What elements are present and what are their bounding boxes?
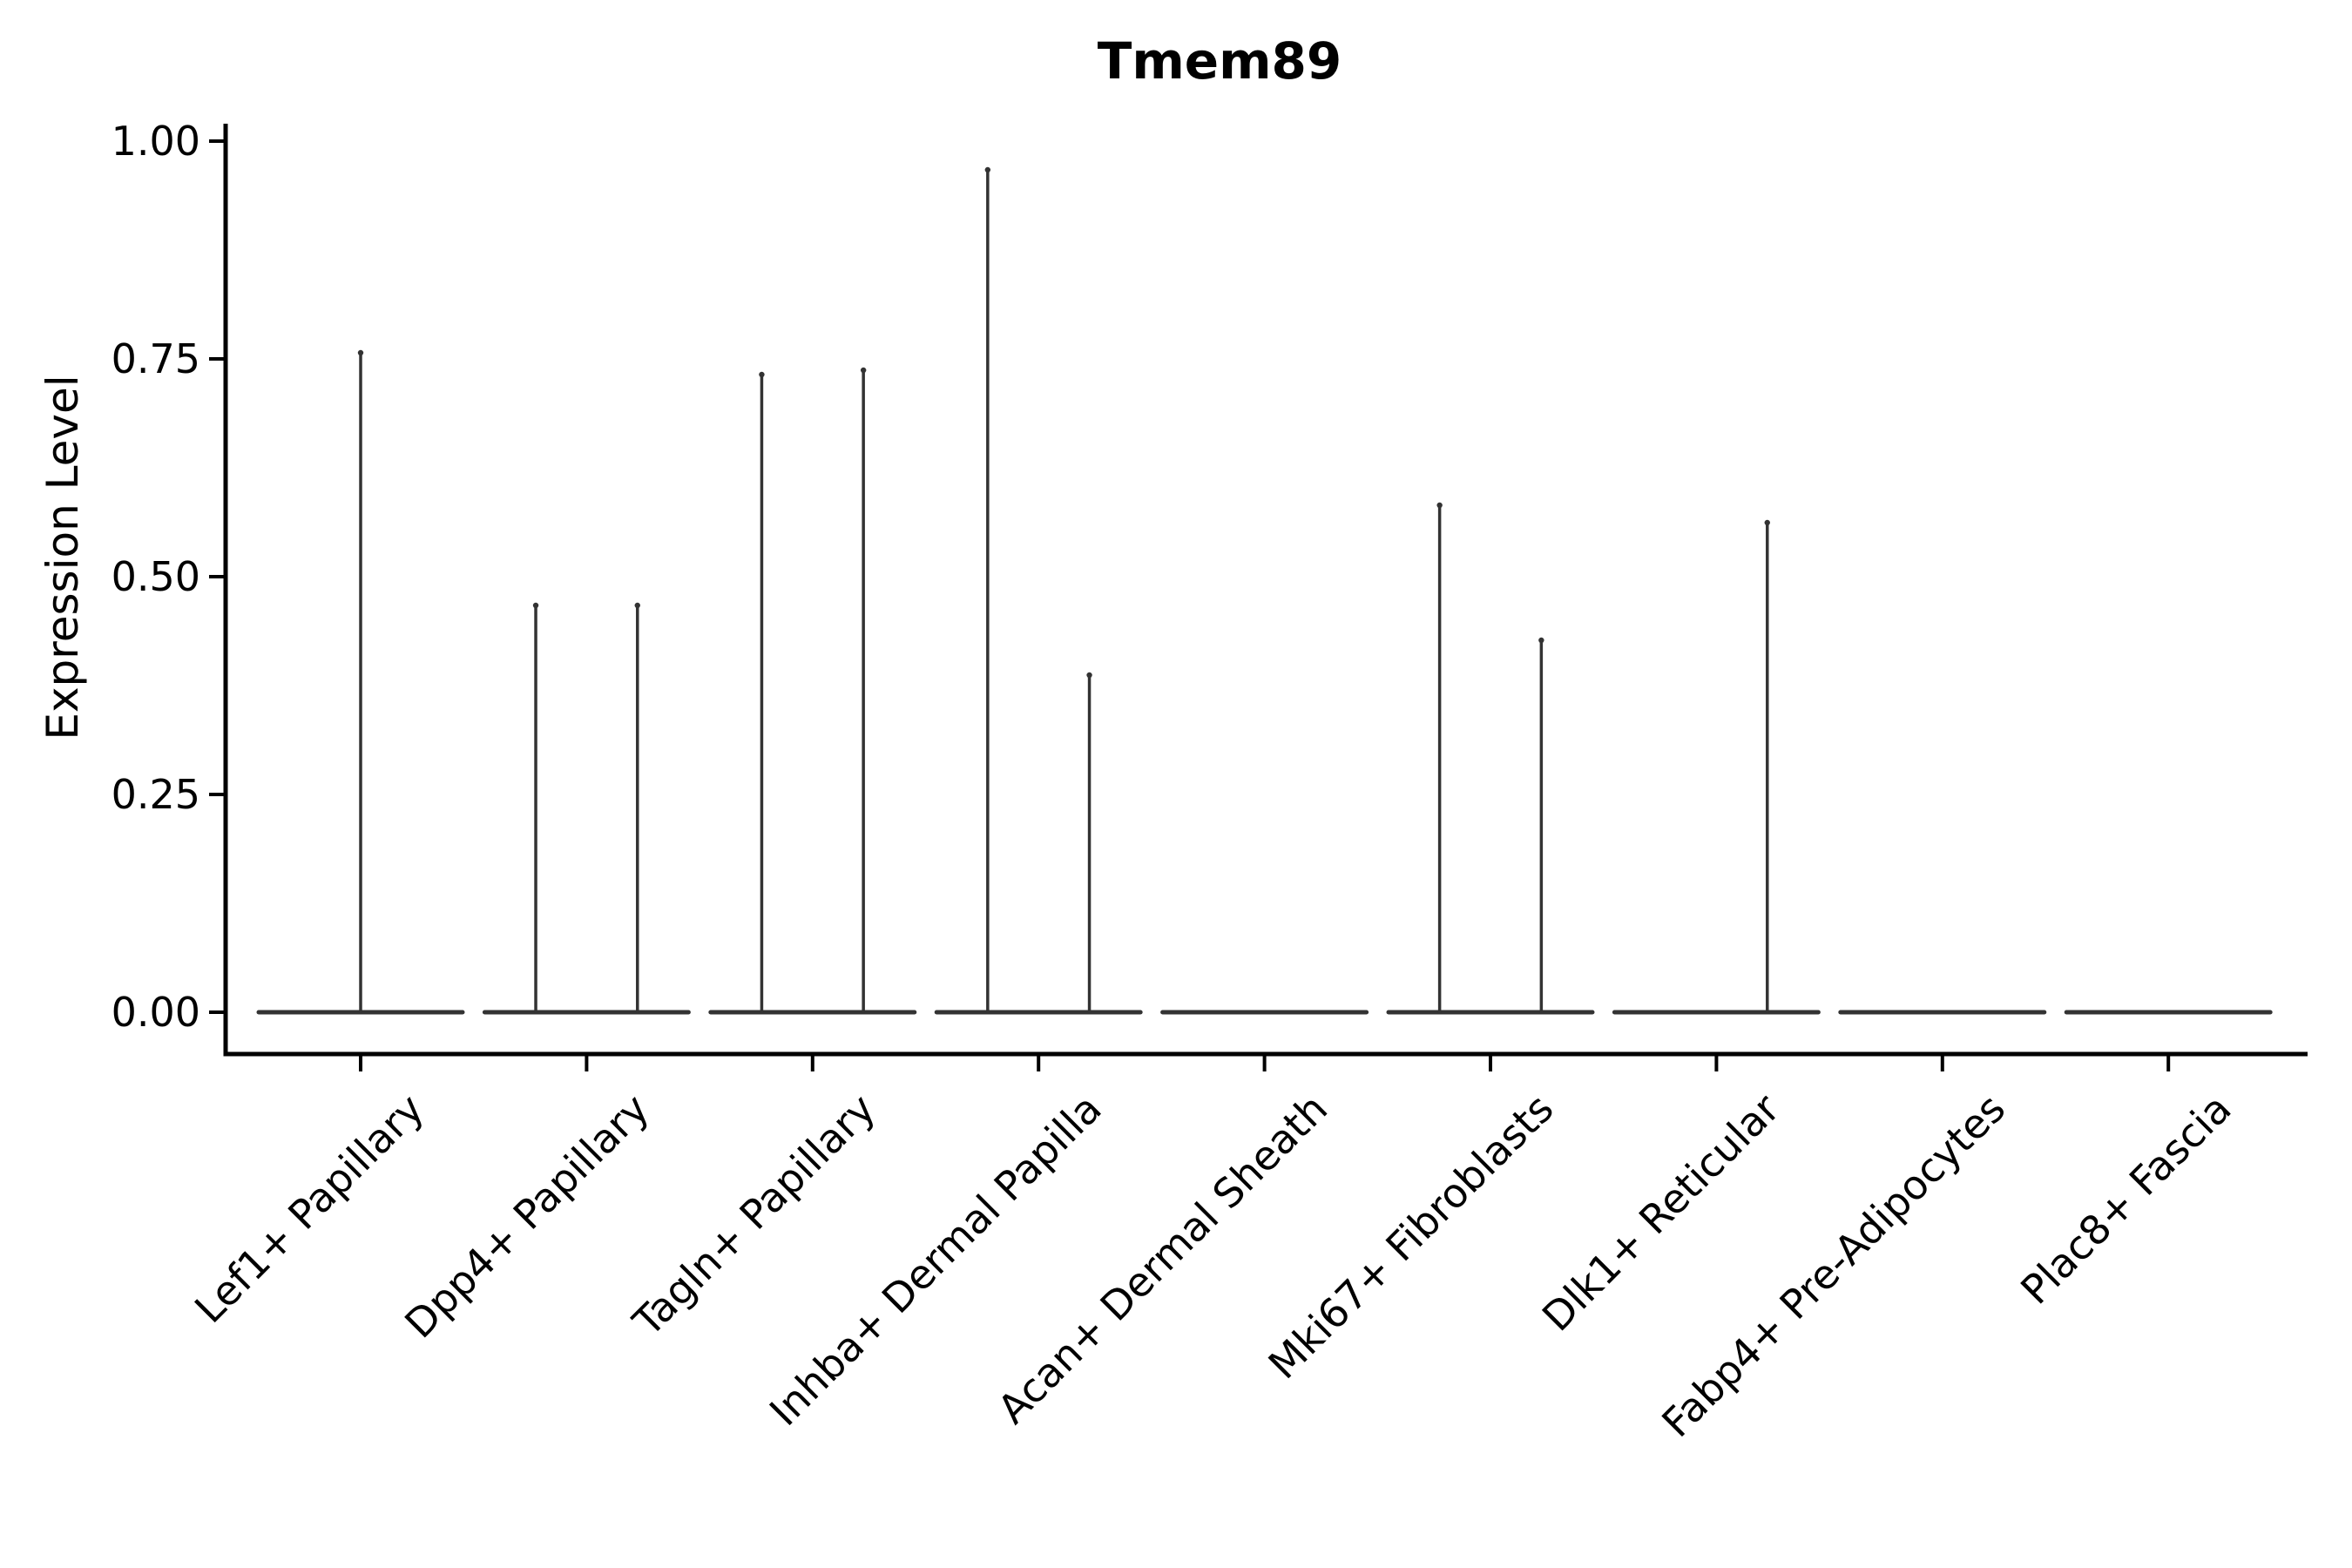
violin-spike-tip [1764, 519, 1770, 526]
violin-spike-tip [357, 349, 364, 356]
y-tick-label: 0.25 [111, 771, 200, 818]
y-tick-label: 0.00 [111, 989, 200, 1036]
y-tick-label: 0.50 [111, 553, 200, 600]
y-tick-label: 0.75 [111, 335, 200, 382]
violin-spike-tip [860, 367, 867, 374]
y-tick-label: 1.00 [111, 118, 200, 165]
figure-title: Tmem89 [1097, 31, 1342, 91]
violin-spike-tip [759, 371, 765, 378]
violin-spike-tip [532, 602, 539, 609]
violin-spike-tip [984, 166, 991, 173]
violin-spike-tip [634, 602, 640, 609]
violin-spike-tip [1086, 672, 1092, 679]
violin-spike-tip [1538, 637, 1544, 644]
violin-spike-tip [1436, 502, 1443, 509]
